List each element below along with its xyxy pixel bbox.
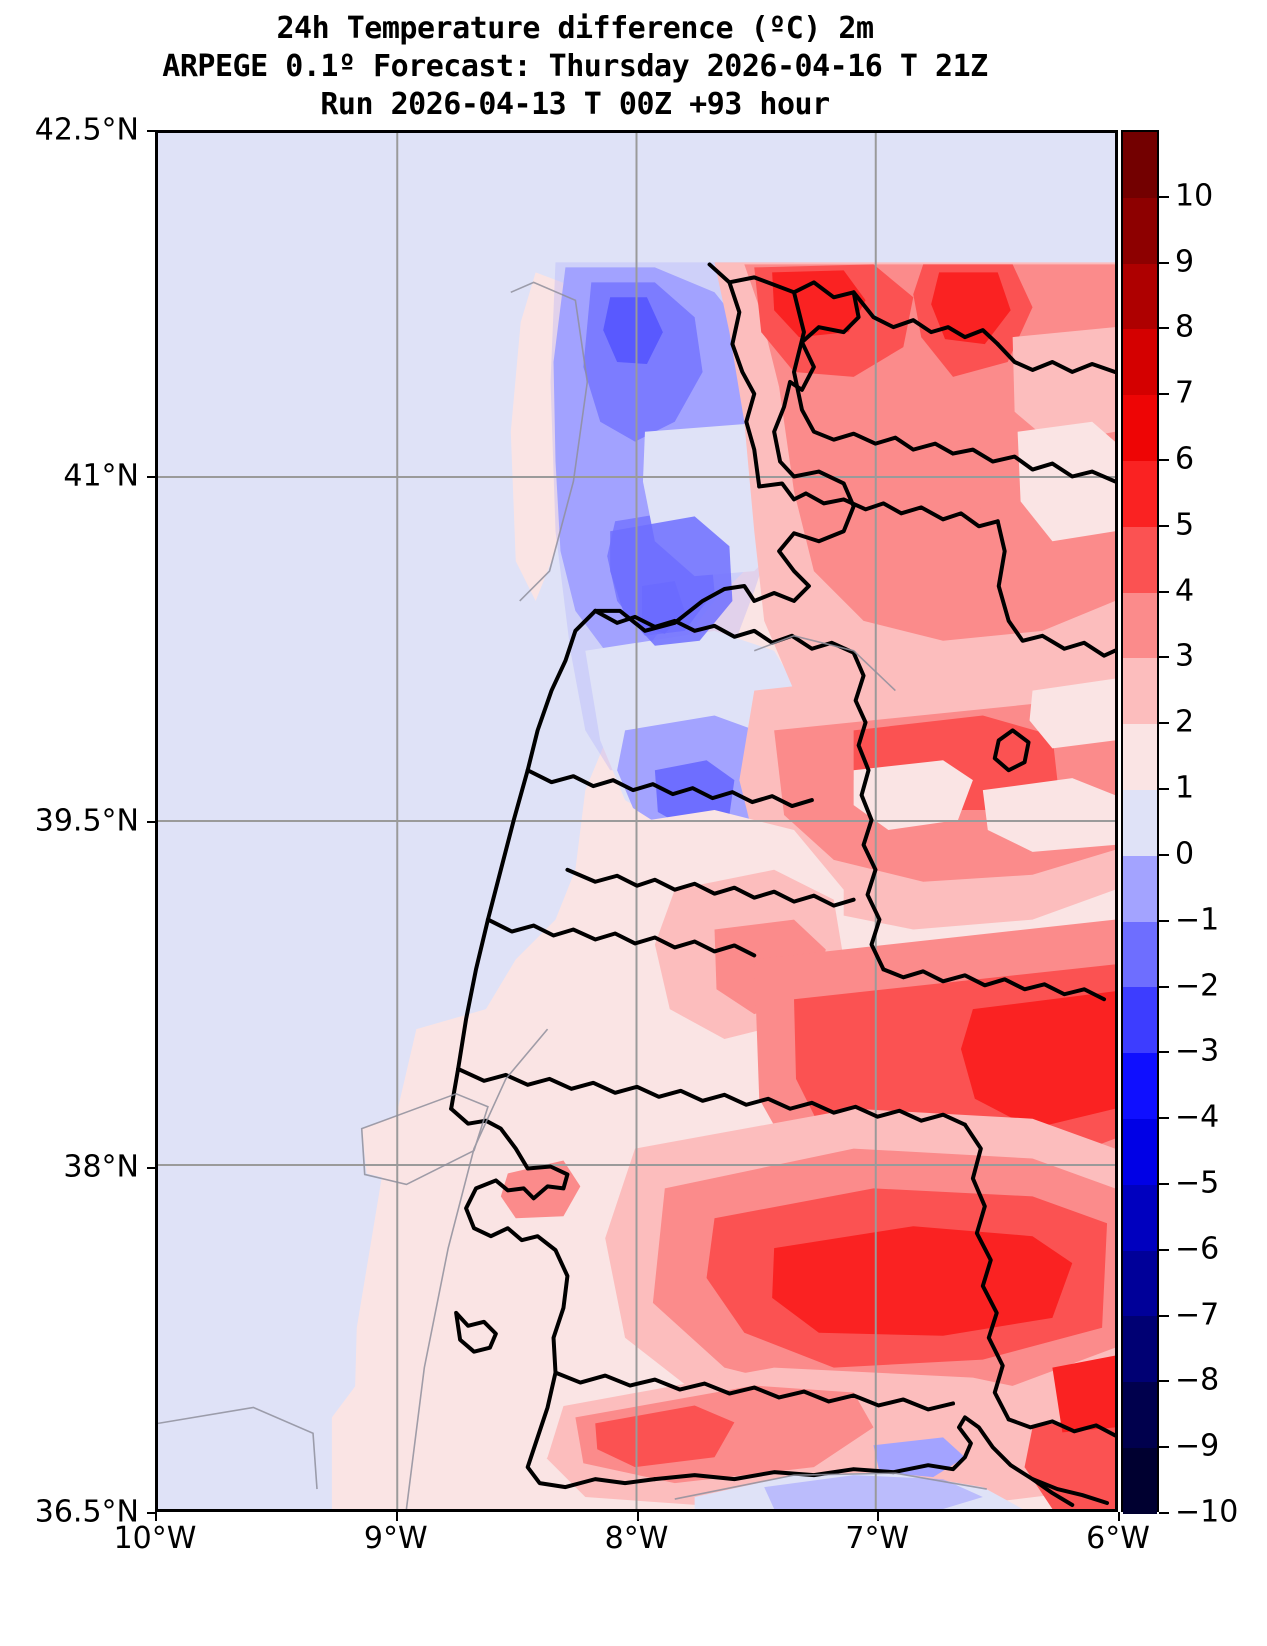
colorbar-tick-label: −5 — [1175, 1165, 1220, 1201]
colorbar-tick-label: −9 — [1175, 1428, 1220, 1464]
title-line-3: Run 2026-04-13 T 00Z +93 hour — [320, 87, 830, 122]
colorbar-segment — [1123, 460, 1157, 527]
colorbar-segment — [1123, 329, 1157, 396]
y-tick-label-2: 39.5°N — [34, 803, 139, 839]
x-tick-label-0: 10°W — [113, 1521, 197, 1556]
colorbar-tick-mark — [1159, 195, 1169, 198]
colorbar-tick-mark — [1159, 1512, 1169, 1514]
colorbar-segment — [1123, 526, 1157, 593]
x-tick-mark-1 — [395, 1512, 398, 1521]
colorbar-tick-mark — [1159, 524, 1169, 527]
x-tick-mark-3 — [877, 1512, 880, 1521]
title-line-2: ARPEGE 0.1º Forecast: Thursday 2026-04-1… — [162, 49, 988, 84]
figure-title: 24h Temperature difference (ºC) 2m ARPEG… — [0, 10, 1150, 124]
colorbar-segment — [1123, 1053, 1157, 1119]
colorbar-segment — [1123, 1316, 1157, 1383]
colorbar-segment — [1123, 855, 1157, 922]
x-tick-mark-4 — [1118, 1512, 1120, 1521]
x-tick-mark-2 — [636, 1512, 639, 1521]
colorbar-tick-mark — [1159, 1051, 1169, 1054]
colorbar-tick-label: 10 — [1175, 178, 1214, 214]
colorbar-tick-mark — [1159, 459, 1169, 462]
colorbar-tick-mark — [1159, 1182, 1169, 1185]
title-line-1: 24h Temperature difference (ºC) 2m — [276, 11, 874, 46]
x-tick-label-1: 9°W — [363, 1521, 428, 1556]
colorbar-tick-mark — [1159, 1314, 1169, 1317]
colorbar-tick-label: 7 — [1175, 375, 1195, 411]
x-tick-label-2: 8°W — [604, 1521, 669, 1556]
y-tick-mark-3 — [147, 1166, 156, 1169]
map-svg — [158, 133, 1115, 1509]
colorbar-segment — [1123, 658, 1157, 725]
colorbar-tick-label: −3 — [1175, 1033, 1220, 1069]
colorbar-tick-label: 8 — [1175, 309, 1195, 345]
y-tick-label-1: 41°N — [63, 458, 139, 493]
colorbar-tick-mark — [1159, 1117, 1169, 1120]
x-tick-label-4: 6°W — [1086, 1521, 1150, 1556]
colorbar-tick-mark — [1159, 393, 1169, 396]
map-plot-area[interactable] — [155, 130, 1118, 1512]
colorbar-segment — [1123, 1382, 1157, 1448]
y-tick-label-4: 36.5°N — [34, 1494, 139, 1530]
colorbar-segment — [1123, 921, 1157, 988]
colorbar-segment — [1123, 987, 1157, 1054]
colorbar-tick-mark — [1159, 1380, 1169, 1383]
y-tick-label-3: 38°N — [63, 1149, 139, 1184]
colorbar-tick-label: −10 — [1175, 1494, 1239, 1530]
colorbar-tick-mark — [1159, 656, 1169, 659]
colorbar-segment — [1123, 197, 1157, 264]
x-tick-label-3: 7°W — [845, 1521, 910, 1556]
colorbar-tick-label: −8 — [1175, 1362, 1220, 1398]
colorbar-segment — [1123, 724, 1157, 790]
colorbar-segment — [1123, 789, 1157, 856]
colorbar-tick-mark — [1159, 919, 1169, 922]
colorbar-segment — [1123, 1250, 1157, 1317]
colorbar-tick-label: −4 — [1175, 1099, 1220, 1135]
colorbar-segment — [1123, 395, 1157, 461]
colorbar-segment — [1123, 1447, 1157, 1514]
colorbar-tick-label: −1 — [1175, 902, 1220, 938]
colorbar-tick-mark — [1159, 853, 1169, 856]
y-tick-mark-2 — [147, 821, 156, 823]
colorbar-tick-mark — [1159, 985, 1169, 988]
colorbar-tick-mark — [1159, 590, 1169, 593]
colorbar-tick-label: 1 — [1175, 770, 1195, 806]
colorbar-tick-label: −2 — [1175, 968, 1220, 1004]
colorbar-segment — [1123, 263, 1157, 330]
colorbar-tick-label: 9 — [1175, 244, 1195, 280]
colorbar-tick-label: 2 — [1175, 704, 1195, 740]
y-tick-label-0: 42.5°N — [34, 112, 139, 148]
colorbar-tick-mark — [1159, 722, 1169, 725]
colorbar-tick-mark — [1159, 788, 1169, 791]
colorbar-tick-mark — [1159, 327, 1169, 330]
colorbar-tick-mark — [1159, 1248, 1169, 1251]
colorbar-tick-mark — [1159, 1446, 1169, 1449]
colorbar-segment — [1123, 1118, 1157, 1185]
colorbar-segment — [1123, 132, 1157, 198]
y-tick-mark-1 — [147, 475, 156, 478]
gridlines — [158, 133, 1115, 1509]
y-axis-labels: 42.5°N 41°N 39.5°N 38°N 36.5°N — [0, 0, 147, 1646]
y-tick-mark-4 — [147, 1512, 156, 1514]
colorbar-tick-label: −7 — [1175, 1297, 1220, 1333]
colorbar-tick-label: 6 — [1175, 441, 1195, 477]
colorbar[interactable] — [1121, 130, 1159, 1514]
colorbar-tick-label: −6 — [1175, 1231, 1220, 1267]
colorbar-tick-label: 0 — [1175, 836, 1195, 872]
x-tick-mark-0 — [155, 1512, 157, 1521]
colorbar-tick-mark — [1159, 261, 1169, 264]
contour-lines — [158, 281, 987, 1509]
colorbar-tick-label: 4 — [1175, 573, 1195, 609]
y-tick-mark-0 — [147, 130, 156, 132]
coastline-and-borders — [449, 262, 1115, 1508]
colorbar-segment — [1123, 592, 1157, 659]
colorbar-segment — [1123, 1184, 1157, 1251]
colorbar-tick-label: 3 — [1175, 638, 1195, 674]
colorbar-tick-label: 5 — [1175, 507, 1195, 543]
